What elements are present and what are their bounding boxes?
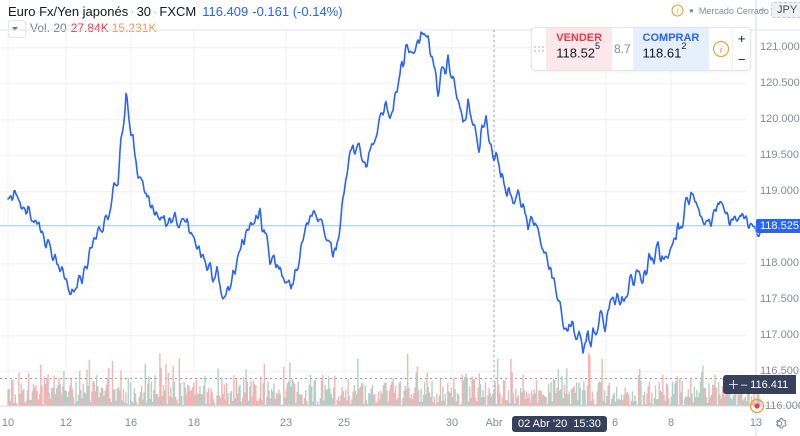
svg-text:i: i [720,46,723,55]
svg-text:l: l [676,7,678,16]
